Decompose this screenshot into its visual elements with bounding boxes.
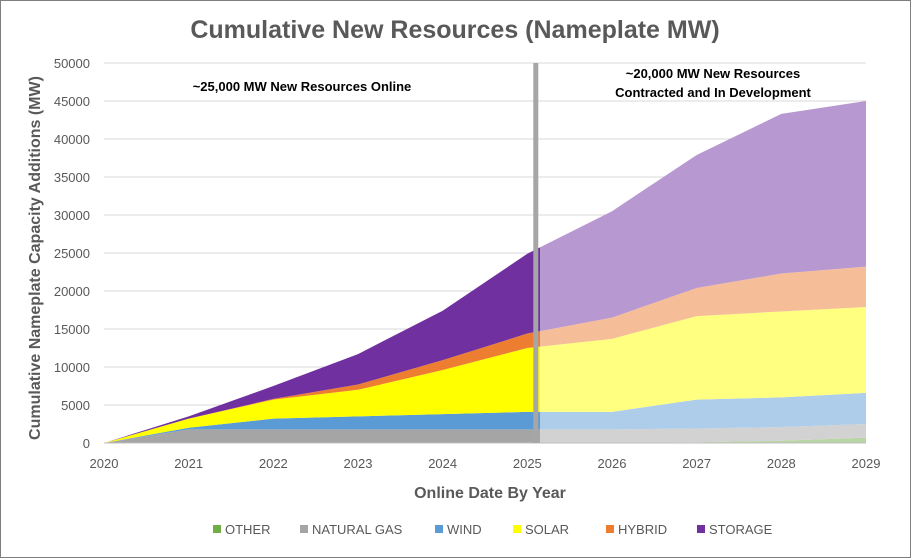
- legend-swatch-storage: [697, 525, 705, 533]
- annotation-online: ~25,000 MW New Resources Online: [193, 79, 412, 94]
- legend-swatch-solar: [513, 525, 521, 533]
- x-tick-label-2026: 2026: [598, 456, 627, 471]
- legend-label-storage: STORAGE: [709, 522, 773, 537]
- y-axis-title: Cumulative Nameplate Capacity Additions …: [27, 76, 44, 440]
- legend-swatch-hybrid: [606, 525, 614, 533]
- x-tick-label-2020: 2020: [90, 456, 119, 471]
- y-tick-label-30000: 30000: [54, 208, 90, 223]
- y-tick-label-45000: 45000: [54, 94, 90, 109]
- area-solar: [104, 346, 540, 443]
- areas-projected: [540, 101, 866, 443]
- legend-swatch-wind: [435, 525, 443, 533]
- legend-label-solar: SOLAR: [525, 522, 569, 537]
- area-other-projected: [540, 437, 866, 443]
- area-natural-gas-projected: [540, 424, 866, 443]
- x-axis-title: Online Date By Year: [414, 485, 566, 502]
- area-wind: [104, 411, 540, 443]
- area-solar-projected: [540, 306, 866, 412]
- annotation-contracted-line-2: Contracted and In Development: [615, 85, 811, 100]
- y-tick-label-15000: 15000: [54, 322, 90, 337]
- x-tick-label-2022: 2022: [259, 456, 288, 471]
- x-tick-label-2028: 2028: [767, 456, 796, 471]
- area-natural-gas: [104, 429, 540, 443]
- area-storage-projected: [540, 101, 866, 332]
- chart-title: Cumulative New Resources (Nameplate MW): [190, 16, 719, 44]
- x-tick-label-2025: 2025: [513, 456, 542, 471]
- annotation-online-line-1: ~25,000 MW New Resources Online: [193, 79, 412, 94]
- y-tick-label-50000: 50000: [54, 56, 90, 71]
- legend-label-hybrid: HYBRID: [618, 522, 667, 537]
- y-tick-label-0: 0: [83, 436, 90, 451]
- y-tick-label-40000: 40000: [54, 132, 90, 147]
- legend: OTHER NATURAL GAS WIND SOLAR HYBRID STORAGE: [213, 522, 773, 537]
- x-tick-label-2029: 2029: [852, 456, 881, 471]
- annotation-contracted: ~20,000 MW New Resources Contracted and I…: [615, 66, 811, 100]
- area-storage: [104, 247, 540, 443]
- legend-label-wind: WIND: [447, 522, 482, 537]
- y-tick-label-25000: 25000: [54, 246, 90, 261]
- area-hybrid-projected: [540, 266, 866, 347]
- y-tick-label-10000: 10000: [54, 360, 90, 375]
- y-tick-label-5000: 5000: [61, 398, 90, 413]
- legend-label-natural-gas: NATURAL GAS: [312, 522, 403, 537]
- y-tick-label-35000: 35000: [54, 170, 90, 185]
- axes: 0 5000 10000 15000 20000 25000 30000 35000 40000…: [54, 56, 881, 471]
- area-wind-projected: [540, 392, 866, 430]
- x-tick-label-2024: 2024: [428, 456, 457, 471]
- y-tick-label-20000: 20000: [54, 284, 90, 299]
- legend-swatch-other: [213, 525, 221, 533]
- x-tick-label-2023: 2023: [344, 456, 373, 471]
- legend-label-other: OTHER: [225, 522, 271, 537]
- x-tick-label-2021: 2021: [174, 456, 203, 471]
- legend-swatch-natural-gas: [300, 525, 308, 533]
- areas-actual: [104, 247, 540, 443]
- x-tick-label-2027: 2027: [682, 456, 711, 471]
- annotation-contracted-line-1: ~20,000 MW New Resources: [626, 66, 801, 81]
